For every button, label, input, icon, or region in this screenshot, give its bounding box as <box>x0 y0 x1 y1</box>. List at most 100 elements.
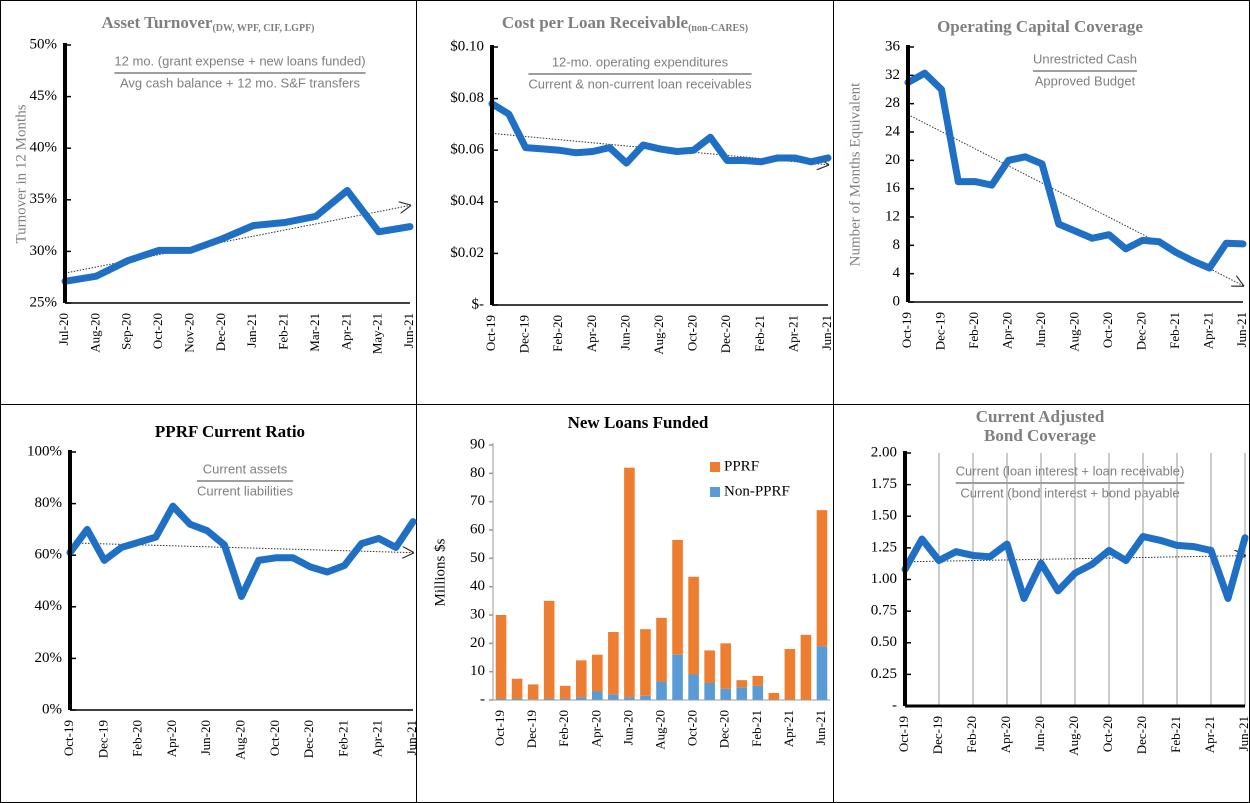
x-tick-label: Apr-21 <box>1202 716 1217 753</box>
y-tick-label: 4 <box>893 265 901 281</box>
x-tick-label: Sep-20 <box>119 313 134 350</box>
x-tick-label: Oct-20 <box>1100 312 1115 348</box>
legend-swatch <box>710 487 720 497</box>
bar-segment <box>720 643 731 689</box>
y-tick-label: 100% <box>27 443 62 459</box>
y-tick-label: 80 <box>470 465 485 481</box>
x-tick-label: Mar-21 <box>307 313 322 352</box>
bar-segment <box>624 697 635 700</box>
y-tick-label: 20 <box>885 152 900 168</box>
x-tick-label: Nov-20 <box>181 313 196 353</box>
bar-segment <box>672 539 683 655</box>
x-tick-label: Oct-20 <box>150 313 165 349</box>
x-tick-label: Apr-21 <box>781 710 796 747</box>
y-tick-label: 25% <box>30 294 58 310</box>
y-tick-label: 12 <box>885 208 900 224</box>
x-tick-label: Jun-20 <box>620 710 635 745</box>
bar-segment <box>736 687 748 700</box>
legend-swatch <box>710 462 720 472</box>
y-tick-label: 0% <box>42 701 62 717</box>
y-axis-label: Number of Months Equivalent <box>847 82 863 267</box>
bar-segment <box>592 654 603 692</box>
series-line <box>61 187 414 285</box>
x-tick-label: Oct-19 <box>899 312 914 348</box>
x-tick-label: Apr-20 <box>999 312 1014 349</box>
chart-title: New Loans Funded <box>568 413 709 432</box>
chart-title: Current Adjusted <box>976 407 1105 426</box>
x-tick-label: Jun-20 <box>617 315 632 350</box>
bar-segment <box>704 683 715 700</box>
x-tick-label: Feb-21 <box>335 720 350 757</box>
y-tick-label: $0.08 <box>450 90 484 106</box>
bar-segment <box>736 680 748 688</box>
y-tick-label: 0.50 <box>871 634 897 650</box>
x-tick-label: Apr-21 <box>785 315 800 352</box>
x-tick-label: Feb-20 <box>966 312 981 349</box>
title-text: Operating Capital Coverage <box>937 17 1143 36</box>
x-tick-label: Aug-20 <box>87 313 102 353</box>
x-tick-label: Oct-20 <box>1100 716 1115 752</box>
x-tick-label: Apr-21 <box>338 313 353 350</box>
bar-segment <box>816 510 828 647</box>
x-tick-label: Aug-20 <box>1066 716 1081 756</box>
y-tick-label: 24 <box>885 123 901 139</box>
x-tick-label: Dec-20 <box>1133 312 1148 350</box>
title-text: Cost per Loan Receivable <box>502 13 689 32</box>
x-tick-label: Apr-20 <box>584 315 599 352</box>
x-tick-label: Jun-21 <box>813 710 828 745</box>
y-tick-label: 50 <box>470 550 485 566</box>
annotation-denominator: Avg cash balance + 12 mo. S&F transfers <box>120 75 361 90</box>
x-tick-label: Oct-19 <box>896 716 911 752</box>
x-tick-label: Apr-20 <box>588 710 603 747</box>
x-tick-label: Jun-20 <box>198 720 213 755</box>
title-subscript: (DW, WPF, CIF, LGPF) <box>212 23 314 34</box>
annotation-numerator: Unrestricted Cash <box>1033 51 1137 66</box>
x-tick-label: Jun-21 <box>401 313 416 348</box>
y-tick-label: 36 <box>885 38 901 54</box>
x-tick-label: Dec-20 <box>717 710 732 748</box>
y-tick-label: 30 <box>470 606 485 622</box>
y-tick-label: 40% <box>35 598 63 614</box>
chart-title: PPRF Current Ratio <box>155 422 305 441</box>
bar-segment <box>575 660 587 698</box>
y-tick-label: - <box>892 697 897 713</box>
title-text: PPRF Current Ratio <box>155 422 305 441</box>
bar-segment <box>768 692 780 700</box>
x-tick-label: May-21 <box>370 313 385 354</box>
annotation-denominator: Current & non-current loan receivables <box>528 76 752 91</box>
y-tick-label: 70 <box>470 493 485 509</box>
y-tick-label: $- <box>472 296 485 312</box>
y-axis-label: Turnover in 12 Months <box>13 104 29 243</box>
y-tick-label: 16 <box>885 180 901 196</box>
x-tick-label: Feb-20 <box>556 710 571 747</box>
y-tick-label: 60 <box>470 521 485 537</box>
x-tick-label: Aug-20 <box>1066 312 1081 352</box>
x-tick-label: Dec-19 <box>930 716 945 754</box>
bar-segment <box>688 674 699 700</box>
x-tick-label: Jun-20 <box>1033 312 1048 347</box>
y-tick-label: $0.10 <box>450 38 484 54</box>
y-tick-label: 45% <box>30 88 58 104</box>
annotation-numerator: 12-mo. operating expenditures <box>552 54 729 69</box>
y-tick-label: 8 <box>893 237 901 253</box>
y-tick-label: $0.04 <box>450 193 484 209</box>
title-text: Asset Turnover <box>101 13 212 32</box>
bar-segment <box>800 634 812 700</box>
bar-segment <box>624 467 635 698</box>
y-tick-label: 20 <box>470 635 485 651</box>
x-tick-label: Oct-20 <box>267 720 282 756</box>
x-tick-label: Oct-20 <box>685 315 700 351</box>
trendline <box>904 556 1245 563</box>
annotation-denominator: Current (bond interest + bond payable <box>960 485 1179 500</box>
y-tick-label: $0.06 <box>450 142 484 158</box>
x-tick-label: Apr-21 <box>1200 312 1215 349</box>
y-tick-label: 90 <box>470 436 485 452</box>
x-tick-label: Apr-20 <box>164 720 179 757</box>
bar-segment <box>656 617 667 682</box>
x-tick-label: Dec-19 <box>517 315 532 353</box>
chart-title: Cost per Loan Receivable(non-CARES) <box>502 13 748 34</box>
x-tick-label: Apr-20 <box>998 716 1013 753</box>
bar-segment <box>511 678 523 699</box>
y-tick-label: 0.75 <box>871 603 897 619</box>
x-tick-label: Jun-21 <box>1234 312 1249 347</box>
